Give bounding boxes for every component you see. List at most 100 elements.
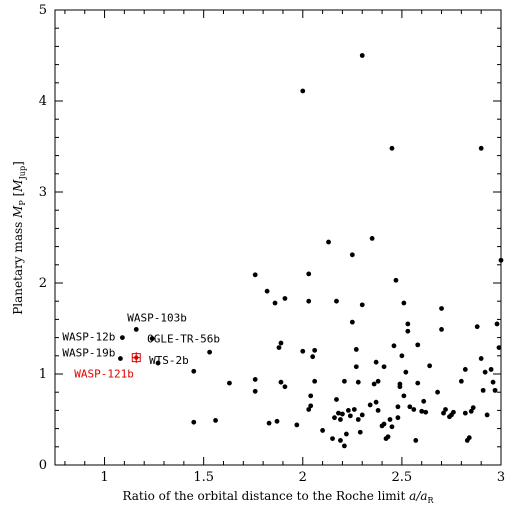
data-point	[282, 384, 288, 390]
data-point	[306, 298, 312, 304]
plot-frame	[54, 9, 502, 466]
data-point	[155, 360, 161, 366]
data-point	[395, 415, 401, 421]
data-point	[373, 359, 379, 365]
data-point	[353, 364, 359, 370]
data-point	[488, 367, 494, 372]
data-point	[300, 88, 306, 94]
highlight-point-group	[131, 352, 141, 364]
data-point	[389, 424, 395, 430]
x-tick-label: 3	[497, 470, 505, 485]
data-point	[421, 398, 427, 404]
y-tick-label: 2	[39, 276, 47, 291]
point-annotations: WASP-103b WASP-12b OGLE-TR-56b WASP-19b WTS-…	[62, 311, 220, 380]
data-point	[351, 407, 357, 412]
data-point	[274, 418, 280, 424]
data-point	[272, 300, 278, 306]
data-points	[118, 53, 504, 449]
data-point	[310, 354, 316, 360]
data-point	[480, 387, 486, 393]
x-tick-label: 2.5	[392, 470, 413, 485]
data-point	[332, 415, 337, 421]
x-tick-label: 1	[100, 470, 108, 485]
data-point	[441, 410, 446, 416]
y-tick-label: 4	[39, 94, 47, 109]
data-point	[415, 380, 421, 386]
data-point	[369, 236, 375, 241]
annotation-label: WASP-19b	[62, 347, 115, 360]
data-point	[478, 145, 484, 151]
data-point	[355, 417, 361, 422]
data-point	[330, 436, 335, 442]
data-point	[334, 397, 339, 402]
annotation-label: OGLE-TR-56b	[147, 333, 220, 346]
data-point	[462, 410, 468, 416]
data-point	[381, 421, 387, 427]
data-point	[492, 387, 498, 393]
data-point	[405, 328, 411, 334]
data-point	[496, 345, 502, 351]
data-point	[357, 429, 363, 435]
data-point	[494, 321, 500, 327]
y-tick-label: 1	[39, 367, 47, 382]
data-point	[371, 381, 377, 387]
data-point	[391, 343, 397, 349]
data-point	[119, 335, 125, 340]
data-point	[381, 364, 387, 370]
data-point	[403, 369, 409, 375]
data-point	[389, 145, 395, 151]
data-point	[133, 327, 139, 332]
y-tick-label: 0	[39, 458, 47, 473]
y-tick-label: 5	[39, 3, 47, 18]
x-tick-label: 2	[299, 470, 307, 485]
data-point	[264, 288, 270, 294]
data-point	[340, 411, 345, 417]
data-point	[387, 417, 393, 422]
data-point	[353, 347, 359, 352]
data-point	[300, 348, 306, 354]
data-point	[359, 53, 365, 58]
data-point	[427, 363, 433, 369]
data-point	[451, 409, 456, 415]
annotation-label: WASP-121b	[74, 368, 134, 381]
annotation-label: WTS-2b	[149, 354, 189, 367]
data-point	[308, 403, 314, 409]
data-point	[443, 407, 448, 412]
data-point	[342, 378, 347, 384]
data-point	[345, 408, 351, 413]
data-point	[490, 379, 496, 385]
x-axis-title: Ratio of the orbital distance to the Roc…	[122, 489, 434, 505]
y-axis-title: Planetary mass MP [MJup]	[11, 161, 27, 315]
data-point	[312, 347, 318, 353]
annotation-label: WASP-103b	[127, 311, 187, 324]
data-point	[415, 342, 421, 348]
highlight-marker-box	[131, 353, 141, 363]
data-point	[375, 408, 381, 413]
data-point	[407, 404, 413, 410]
data-point	[308, 393, 314, 399]
data-point	[373, 399, 379, 405]
data-point	[466, 435, 472, 441]
data-point	[338, 417, 343, 422]
data-point	[252, 388, 258, 394]
data-point	[439, 327, 444, 332]
data-point	[207, 349, 213, 355]
data-point	[419, 408, 425, 414]
data-point	[462, 367, 468, 372]
data-point	[411, 407, 417, 412]
data-point	[399, 353, 405, 359]
data-point	[278, 340, 284, 346]
data-point	[118, 356, 123, 361]
data-point	[282, 296, 288, 301]
data-point	[397, 384, 403, 390]
data-point	[435, 389, 440, 395]
data-point	[484, 412, 490, 418]
data-point	[349, 252, 355, 258]
data-point	[149, 336, 155, 341]
data-point	[347, 413, 353, 419]
data-point	[355, 379, 361, 385]
data-point	[498, 257, 504, 263]
data-point	[306, 271, 312, 277]
data-point	[342, 443, 347, 449]
